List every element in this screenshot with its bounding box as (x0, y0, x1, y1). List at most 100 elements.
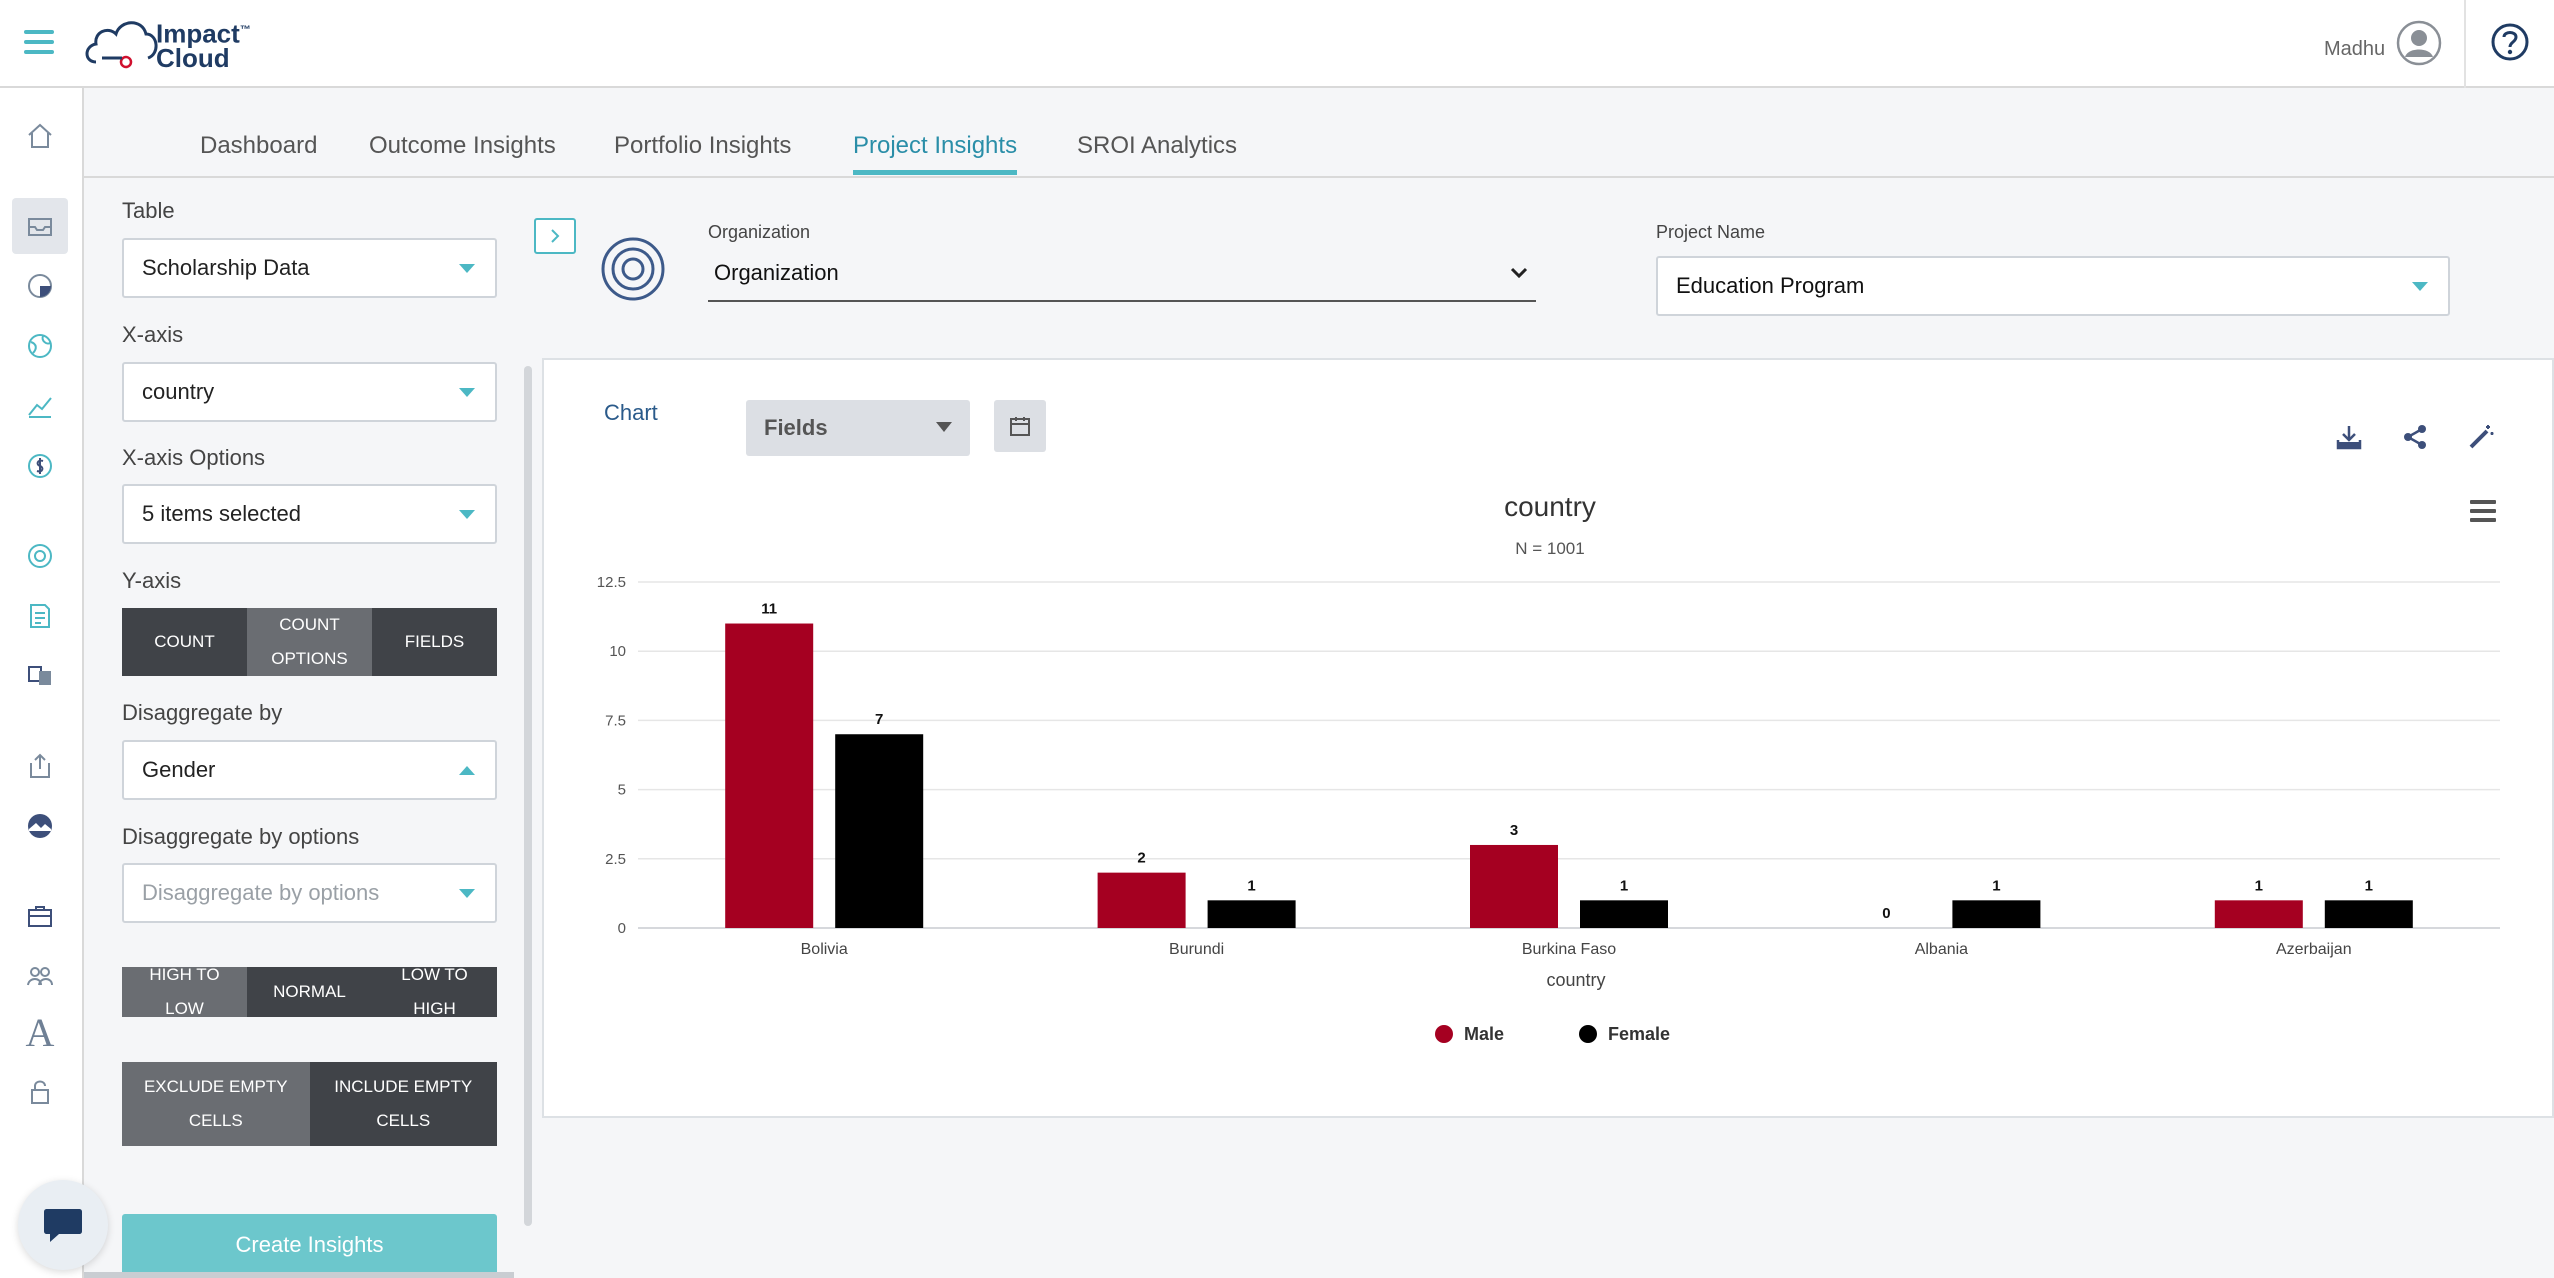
include-empty-cells-button[interactable]: INCLUDE EMPTY CELLS (309, 1062, 497, 1146)
bar-female (2324, 900, 2413, 928)
data-label: 1 (1620, 877, 1628, 894)
count-button[interactable]: COUNT (122, 608, 247, 676)
exclude-empty-cells-button[interactable]: EXCLUDE EMPTY CELLS (122, 1062, 310, 1146)
help-icon[interactable] (2490, 22, 2530, 62)
chat-widget-button[interactable] (18, 1180, 108, 1270)
yaxis-label: Y-axis (122, 568, 182, 593)
chart-menu-icon[interactable] (2470, 500, 2496, 522)
low-to-high-button[interactable]: LOW TO HIGH (372, 965, 497, 1018)
data-label: 3 (1510, 822, 1518, 839)
tab-outcome-insights[interactable]: Outcome Insights (369, 132, 556, 159)
disaggregate-options-placeholder: Disaggregate by options (142, 880, 380, 905)
x-tick-label: Burkina Faso (1522, 941, 1616, 958)
font-icon[interactable]: A (25, 1009, 55, 1055)
pie-chart-icon[interactable] (12, 258, 68, 314)
count-options-button[interactable]: COUNT OPTIONS (247, 608, 372, 676)
project-name-select[interactable]: Education Program (1656, 256, 2450, 316)
fields-dropdown[interactable]: Fields (746, 400, 970, 456)
network-globe-icon[interactable] (12, 528, 68, 584)
target-icon (601, 237, 665, 301)
landscape-icon[interactable] (12, 798, 68, 854)
xaxis-select[interactable]: country (122, 362, 497, 422)
bar-female (1207, 900, 1296, 928)
download-icon[interactable] (2334, 422, 2364, 452)
briefcase-icon[interactable] (12, 888, 68, 944)
y-tick-label: 0 (618, 920, 626, 937)
home-icon[interactable] (12, 108, 68, 164)
fields-dropdown-value: Fields (764, 415, 828, 440)
lock-icon[interactable] (12, 1064, 68, 1120)
table-select[interactable]: Scholarship Data (122, 238, 497, 298)
fields-button[interactable]: FIELDS (372, 608, 497, 676)
panel-scrollbar[interactable] (524, 366, 532, 1226)
share-icon[interactable] (2400, 422, 2430, 452)
tab-project-insights[interactable]: Project Insights (853, 132, 1018, 175)
disaggregate-options-select[interactable]: Disaggregate by options (122, 863, 497, 923)
xaxis-options-select[interactable]: 5 items selected (122, 484, 497, 544)
bar-male (1097, 872, 1186, 928)
disaggregate-value: Gender (142, 757, 216, 782)
yaxis-button-group: COUNT COUNT OPTIONS FIELDS (122, 608, 497, 676)
tab-sroi-analytics[interactable]: SROI Analytics (1077, 132, 1238, 159)
report-icon[interactable] (12, 588, 68, 644)
chart-title: country (1504, 491, 1596, 522)
impact-cloud-logo[interactable]: Impact™ Cloud (82, 10, 252, 72)
disaggregate-select[interactable]: Gender (122, 740, 497, 800)
table-label: Table (122, 198, 175, 223)
sroi-dollar-icon[interactable] (12, 438, 68, 494)
data-label: 11 (761, 601, 777, 618)
data-label: 7 (875, 711, 883, 728)
chevron-right-icon (551, 229, 560, 243)
insights-tabs: Dashboard Outcome Insights Portfolio Ins… (84, 88, 2554, 178)
bar-male (1470, 844, 1558, 928)
upload-icon[interactable] (12, 738, 68, 794)
table-select-value: Scholarship Data (142, 255, 310, 280)
disaggregate-options-label: Disaggregate by options (122, 824, 360, 849)
data-label: 0 (1882, 905, 1890, 922)
project-name-label: Project Name (1656, 222, 1766, 242)
user-avatar-icon[interactable] (2396, 20, 2442, 66)
caret-up-icon (459, 766, 475, 775)
bar-female (835, 734, 924, 928)
tab-dashboard[interactable]: Dashboard (200, 132, 318, 159)
panel-horizontal-scrollbar[interactable] (84, 1272, 514, 1278)
y-tick-label: 5 (618, 782, 626, 799)
users-icon[interactable] (12, 948, 68, 1004)
x-tick-label: Bolivia (801, 941, 848, 958)
cloud-logo-icon (85, 21, 158, 69)
magic-wand-icon[interactable] (2466, 422, 2496, 452)
expand-panel-button[interactable] (534, 218, 576, 254)
organization-select[interactable]: Organization (708, 250, 1536, 302)
bar-female (1952, 900, 2041, 928)
xaxis-options-value: 5 items selected (142, 501, 301, 526)
legend-label-male: Male (1464, 1024, 1504, 1044)
legend-marker-female (1579, 1025, 1597, 1043)
sort-button-group: HIGH TO LOW NORMAL LOW TO HIGH (122, 965, 497, 1018)
create-insights-button[interactable]: Create Insights (122, 1214, 497, 1276)
high-to-low-button[interactable]: HIGH TO LOW (122, 965, 247, 1018)
menu-icon[interactable] (24, 30, 54, 54)
date-filter-button[interactable] (994, 400, 1046, 452)
normal-sort-button[interactable]: NORMAL (247, 967, 372, 1017)
translate-icon[interactable] (12, 648, 68, 704)
caret-down-icon (459, 889, 475, 898)
project-name-value: Education Program (1676, 273, 1865, 298)
top-header: Impact™ Cloud Madhu (0, 0, 2554, 88)
icon-sidebar: A (0, 88, 84, 1278)
caret-down-icon (459, 510, 475, 519)
inbox-icon[interactable] (12, 198, 68, 254)
y-tick-label: 7.5 (605, 712, 626, 729)
globe-icon[interactable] (12, 318, 68, 374)
bar-female (1580, 900, 1668, 928)
user-name[interactable]: Madhu (2324, 38, 2386, 60)
trend-icon[interactable] (12, 378, 68, 434)
tab-portfolio-insights[interactable]: Portfolio Insights (614, 132, 792, 159)
x-tick-label: Albania (1915, 941, 1968, 958)
chart-tab[interactable]: Chart (604, 400, 658, 425)
chevron-down-icon (1510, 267, 1528, 279)
x-tick-label: Burundi (1169, 941, 1224, 958)
data-label: 1 (2255, 877, 2263, 894)
x-axis-label: country (1546, 970, 1605, 990)
chart-card: Chart Fields country N = 1001 0 2.5 5 7.5 10 12… (542, 358, 2554, 1118)
